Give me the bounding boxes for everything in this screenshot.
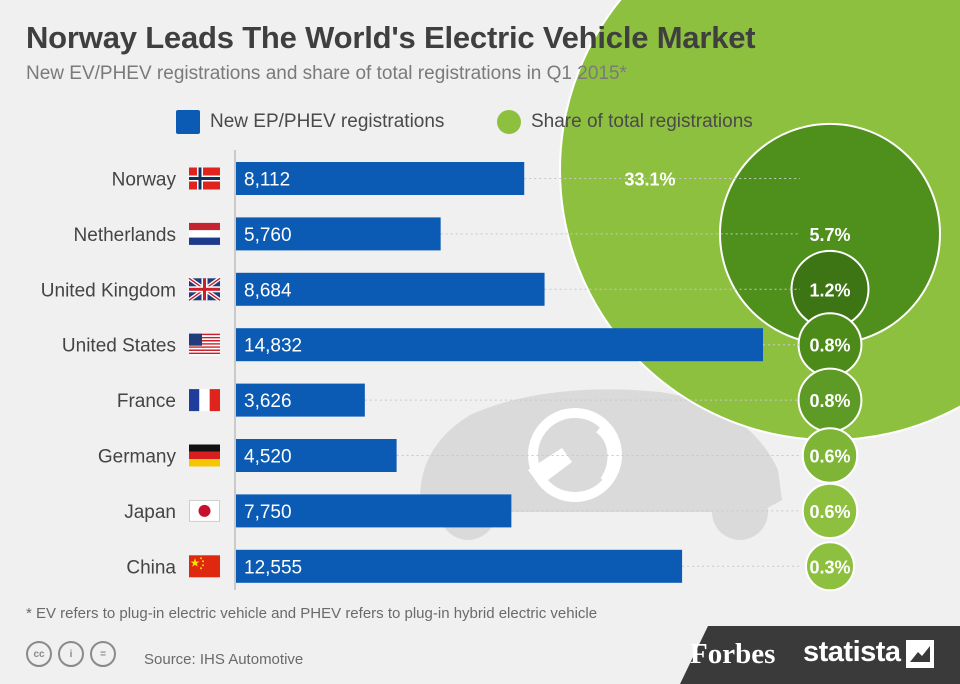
country-label: France [117,391,176,412]
share-value-label: 0.8% [809,336,850,356]
legend-bubble-swatch [497,110,521,134]
cc-icon[interactable]: cc [26,641,52,667]
bar-value-label: 8,684 [244,280,292,301]
share-value-label: 5.7% [809,225,850,245]
legend-bubble-label: Share of total registrations [531,111,753,132]
bar-value-label: 3,626 [244,391,292,412]
uk-flag-icon [187,276,222,302]
legend-bubbles: Share of total registrations [497,110,753,134]
registration-bar [236,272,545,306]
registration-bar [236,217,441,251]
source-text: Source: IHS Automotive [144,651,304,668]
country-label: Norway [112,170,177,191]
bar-value-label: 14,832 [244,336,302,357]
france-flag-icon [189,389,220,412]
share-value-label: 33.1% [624,170,675,190]
license-icons: cc i = [26,641,116,667]
share-value-label: 0.6% [809,502,850,522]
registration-bar [236,328,763,362]
no-derivatives-icon[interactable]: = [90,641,116,667]
registration-bar [236,439,397,472]
china-flag-icon [189,555,220,578]
legend-bars: New EP/PHEV registrations [176,110,444,134]
norway-flag-icon [189,167,220,190]
legend-bar-swatch [176,110,200,134]
share-value-label: 0.8% [809,391,850,411]
bar-value-label: 12,555 [244,557,302,578]
share-bubbles [559,0,960,592]
country-label: Germany [98,447,177,468]
forbes-logo[interactable]: Forbes [690,638,776,670]
bar-value-label: 7,750 [244,502,292,523]
page-subtitle: New EV/PHEV registrations and share of t… [26,63,627,84]
share-value-label: 0.3% [809,557,850,577]
bar-value-label: 8,112 [244,170,290,191]
share-value-label: 1.2% [809,280,850,300]
registration-bars: 8,112 Norway 33.1% 5,760 Netherlands 5.7% 8,68… [41,162,851,583]
share-bubble [805,541,855,592]
country-label: United Kingdom [41,280,176,301]
country-label: China [126,557,176,578]
us-flag-icon [189,333,220,356]
registration-bar [236,383,365,417]
legend-bar-label: New EP/PHEV registrations [210,111,445,132]
statista-logo[interactable]: statista [803,636,901,668]
registration-bar [236,494,512,528]
registration-bar [236,162,525,195]
footnote: * EV refers to plug-in electric vehicle … [26,605,598,622]
country-label: Japan [124,502,176,523]
share-bubble [801,482,859,540]
japan-flag-icon [189,499,220,522]
bar-value-label: 4,520 [244,447,292,468]
bar-value-label: 5,760 [244,225,292,246]
netherlands-flag-icon [189,222,220,245]
attribution-icon[interactable]: i [58,641,84,667]
page-title: Norway Leads The World's Electric Vehicl… [26,20,756,55]
germany-flag-icon [189,444,220,467]
share-value-label: 0.6% [809,447,850,467]
country-label: United States [62,336,176,357]
footer-band [680,626,960,684]
registration-bar [236,549,683,583]
statista-mark-icon [906,640,934,668]
country-label: Netherlands [74,225,176,246]
